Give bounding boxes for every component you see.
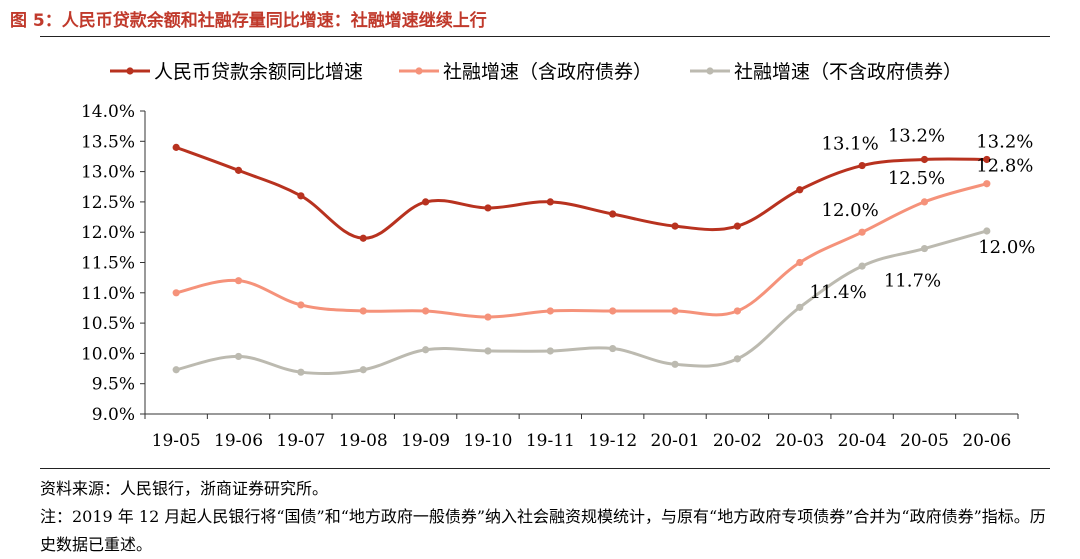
data-point	[172, 289, 180, 297]
y-tick-label: 10.5%	[81, 314, 135, 334]
data-point	[733, 222, 741, 230]
y-tick-label: 11.0%	[81, 284, 135, 304]
data-point	[796, 258, 804, 267]
data-point	[920, 244, 929, 253]
data-point	[484, 313, 492, 321]
chart-legend: 人民币贷款余额同比增速 社融增速（含政府债券） 社融增速（不含政府债券）	[110, 61, 962, 83]
data-label: 13.1%	[822, 134, 879, 155]
x-axis: 19-05 19-06 19-07 19-08 19-09 19-10 19-11 19-12…	[144, 413, 1019, 451]
data-label: 11.7%	[884, 271, 941, 292]
data-point	[858, 228, 866, 236]
data-point	[733, 355, 741, 363]
footnote: 注：2019 年 12 月起人民银行将“国债”和“地方政府一般债券”纳入社会融资…	[40, 507, 1046, 554]
y-tick-label: 13.5%	[81, 132, 135, 152]
data-point	[234, 352, 243, 361]
x-tick-label: 19-07	[276, 431, 325, 451]
y-tick-label: 13.0%	[81, 163, 135, 183]
y-axis: 9.0% 9.5% 10.0% 10.5% 11.0% 11.5% 12.0% 12.5% 13…	[81, 102, 146, 425]
data-point	[983, 155, 991, 164]
data-point	[858, 262, 866, 270]
y-tick-label: 9.0%	[92, 405, 135, 425]
series-lines	[172, 143, 991, 376]
data-labels: 13.1% 13.2% 13.2% 12.0% 12.5% 12.8% 11.4% 11.7%…	[810, 125, 1036, 303]
data-label: 12.8%	[976, 156, 1033, 177]
x-tick-label: 19-11	[526, 431, 575, 451]
x-tick-label: 20-05	[900, 431, 949, 451]
data-label: 12.5%	[888, 168, 945, 189]
legend-label-3: 社融增速（不含政府债券）	[734, 61, 962, 83]
data-point	[297, 301, 305, 309]
x-tick-label: 19-10	[463, 431, 512, 451]
data-point	[422, 307, 430, 315]
y-tick-label: 9.5%	[92, 375, 135, 395]
y-tick-label: 12.0%	[81, 223, 135, 243]
data-point	[920, 198, 929, 206]
top-rule	[40, 36, 1050, 37]
figure-title: 图 5：人民币贷款余额和社融存量同比增速：社融增速继续上行	[10, 11, 487, 31]
line-chart: 人民币贷款余额同比增速 社融增速（含政府债券） 社融增速（不含政府债券） 9.0%9…	[81, 61, 1036, 451]
bottom-rule	[40, 468, 1050, 469]
legend-marker	[415, 67, 423, 75]
data-label: 13.2%	[888, 125, 945, 146]
legend-marker	[126, 67, 134, 75]
x-tick-label: 20-03	[775, 431, 824, 451]
legend-label-2: 社融增速（含政府债券）	[443, 61, 652, 83]
data-point	[484, 347, 492, 355]
x-tick-label: 19-08	[339, 431, 388, 451]
data-point	[234, 166, 243, 174]
x-tick-label: 19-09	[401, 431, 450, 451]
y-tick-label: 10.0%	[81, 344, 135, 364]
data-point	[609, 344, 617, 353]
data-point	[422, 198, 430, 206]
data-point	[359, 307, 367, 315]
series-line-1	[175, 145, 987, 240]
legend-label-1: 人民币贷款余额同比增速	[154, 61, 363, 83]
data-point	[546, 347, 554, 355]
data-point	[609, 210, 617, 218]
data-point	[172, 143, 180, 151]
data-point	[297, 368, 305, 376]
data-point	[546, 198, 554, 206]
data-point	[733, 307, 741, 315]
data-point	[234, 277, 243, 285]
y-tick-label: 14.0%	[81, 102, 135, 122]
data-point	[484, 204, 492, 212]
x-tick-label: 19-12	[588, 431, 637, 451]
data-point	[796, 186, 804, 194]
data-point	[983, 227, 991, 235]
x-tick-label: 19-06	[214, 431, 263, 451]
data-point	[359, 234, 367, 242]
y-tick-label: 11.5%	[81, 254, 135, 274]
data-point	[671, 360, 679, 368]
x-tick-label: 20-01	[651, 431, 700, 451]
x-tick-label: 20-04	[838, 431, 887, 451]
data-label: 12.0%	[822, 200, 879, 221]
data-point	[796, 303, 804, 311]
data-label: 12.0%	[978, 237, 1035, 258]
source-note: 资料来源：人民银行，浙商证券研究所。	[40, 479, 329, 498]
data-point	[920, 155, 929, 164]
data-point	[359, 366, 367, 374]
data-label: 11.4%	[810, 282, 867, 303]
x-tick-label: 20-02	[713, 431, 762, 451]
data-point	[671, 307, 679, 315]
data-point	[297, 192, 305, 200]
y-tick-label: 12.5%	[81, 193, 135, 213]
x-tick-label: 20-06	[962, 431, 1011, 451]
data-point	[422, 346, 430, 354]
x-tick-label: 19-05	[152, 431, 201, 451]
data-point	[172, 366, 180, 374]
legend-marker	[706, 67, 714, 75]
data-point	[983, 180, 991, 188]
data-point	[671, 222, 679, 230]
data-point	[546, 307, 554, 315]
data-point	[609, 307, 617, 315]
data-point	[858, 161, 866, 170]
data-label: 13.2%	[976, 131, 1033, 152]
